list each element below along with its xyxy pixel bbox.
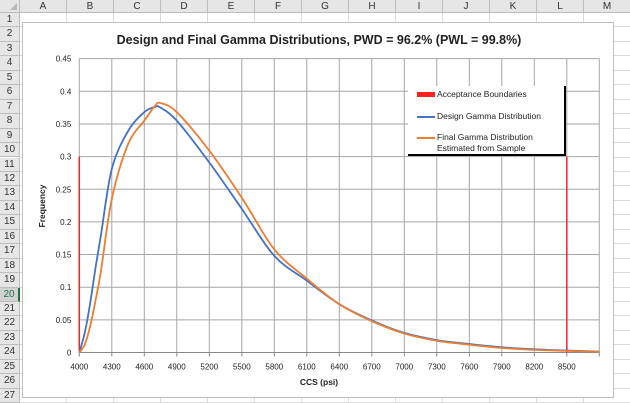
x-tick-label: 4300 [103,363,121,372]
column-header-e[interactable]: E [208,0,255,13]
row-header-3[interactable]: 3 [0,41,20,57]
row-header-13[interactable]: 13 [0,186,20,201]
column-header-c[interactable]: C [114,0,161,13]
row-header-25[interactable]: 25 [0,359,20,375]
y-tick-label: 0.15 [56,251,72,260]
row-header-19[interactable]: 19 [0,273,20,288]
row-header-14[interactable]: 14 [0,200,20,216]
row-header-12[interactable]: 12 [0,171,20,187]
row-header-18[interactable]: 18 [0,258,20,274]
row-header-16[interactable]: 16 [0,229,20,245]
row-header-4[interactable]: 4 [0,56,20,71]
x-tick-label: 7900 [493,363,511,372]
final-gamma-curve [78,101,600,354]
column-header-i[interactable]: I [396,0,443,13]
blue-line-icon [417,116,435,118]
row-header-11[interactable]: 11 [0,157,20,172]
x-tick-label: 8200 [525,363,543,372]
x-axis-title: CCS (psi) [300,377,338,387]
select-all-button[interactable] [0,0,20,13]
y-tick-label: 0.45 [56,55,72,64]
x-tick-label: 8500 [558,363,576,372]
x-tick-label: 4900 [168,363,186,372]
row-header-23[interactable]: 23 [0,330,20,346]
row-header-10[interactable]: 10 [0,143,20,158]
row-header-1[interactable]: 1 [0,13,20,28]
row-header-20[interactable]: 20 [0,287,20,302]
x-tick-label: 5200 [200,363,218,372]
y-tick-label: 0.35 [56,120,72,129]
column-header-h[interactable]: H [349,0,396,13]
legend-item-acceptance-boundaries: Acceptance Boundaries [417,89,527,100]
x-tick-label: 6700 [363,363,381,372]
column-header-f[interactable]: F [255,0,302,13]
y-tick-label: 0.1 [60,283,72,292]
column-header-m[interactable]: M [584,0,630,13]
column-header-d[interactable]: D [161,0,208,13]
x-tick-label: 6100 [298,363,316,372]
red-swatch-icon [417,92,435,97]
legend-label: Final Gamma Distribution Estimated from S… [437,132,533,154]
x-tick-label: 7000 [395,363,413,372]
row-header-15[interactable]: 15 [0,215,20,230]
y-tick-label: 0.2 [60,218,72,227]
column-header-l[interactable]: L [537,0,584,13]
x-tick-label: 7600 [460,363,478,372]
row-header-22[interactable]: 22 [0,316,20,331]
column-header-g[interactable]: G [302,0,349,13]
row-header-26[interactable]: 26 [0,374,20,389]
x-tick-label: 4600 [135,363,153,372]
row-header-2[interactable]: 2 [0,27,20,42]
y-tick-label: 0.25 [56,185,72,194]
legend-item-design: Design Gamma Distribution [417,111,541,122]
row-header-21[interactable]: 21 [0,302,20,317]
column-header-j[interactable]: J [443,0,490,13]
y-tick-label: 0 [67,349,72,358]
row-header-9[interactable]: 9 [0,128,20,144]
y-tick-label: 0.4 [60,87,72,96]
legend-label-line1: Final Gamma Distribution [437,132,533,142]
chart-legend: Acceptance Boundaries Design Gamma Distr… [408,86,566,156]
column-header-b[interactable]: B [67,0,114,13]
row-header-6[interactable]: 6 [0,85,20,100]
x-tick-label: 5500 [233,363,251,372]
row-header-8[interactable]: 8 [0,114,20,129]
x-tick-label: 4000 [70,363,88,372]
row-header-17[interactable]: 17 [0,244,20,259]
x-tick-label: 7300 [428,363,446,372]
y-axis-title: Frequency [37,184,47,227]
legend-label-line2: Estimated from Sample [437,143,526,153]
orange-line-icon [417,137,435,139]
legend-label: Design Gamma Distribution [437,111,541,121]
legend-label: Acceptance Boundaries [437,89,527,99]
row-header-24[interactable]: 24 [0,345,20,360]
y-tick-label: 0.05 [56,316,72,325]
y-tick-label: 0.3 [60,153,72,162]
row-header-5[interactable]: 5 [0,70,20,86]
x-tick-label: 5800 [265,363,283,372]
column-header-k[interactable]: K [490,0,537,13]
x-tick-label: 6400 [330,363,348,372]
legend-item-final: Final Gamma Distribution Estimated from S… [417,132,533,154]
gamma-distribution-chart[interactable]: 0 0.05 0.1 0.15 0.2 0.25 0.3 0.35 0.4 0.45 4000 430… [22,22,614,398]
column-header-a[interactable]: A [20,0,67,13]
chart-title: Design and Final Gamma Distributions, PW… [117,33,522,47]
row-header-7[interactable]: 7 [0,99,20,115]
row-header-27[interactable]: 27 [0,388,20,403]
